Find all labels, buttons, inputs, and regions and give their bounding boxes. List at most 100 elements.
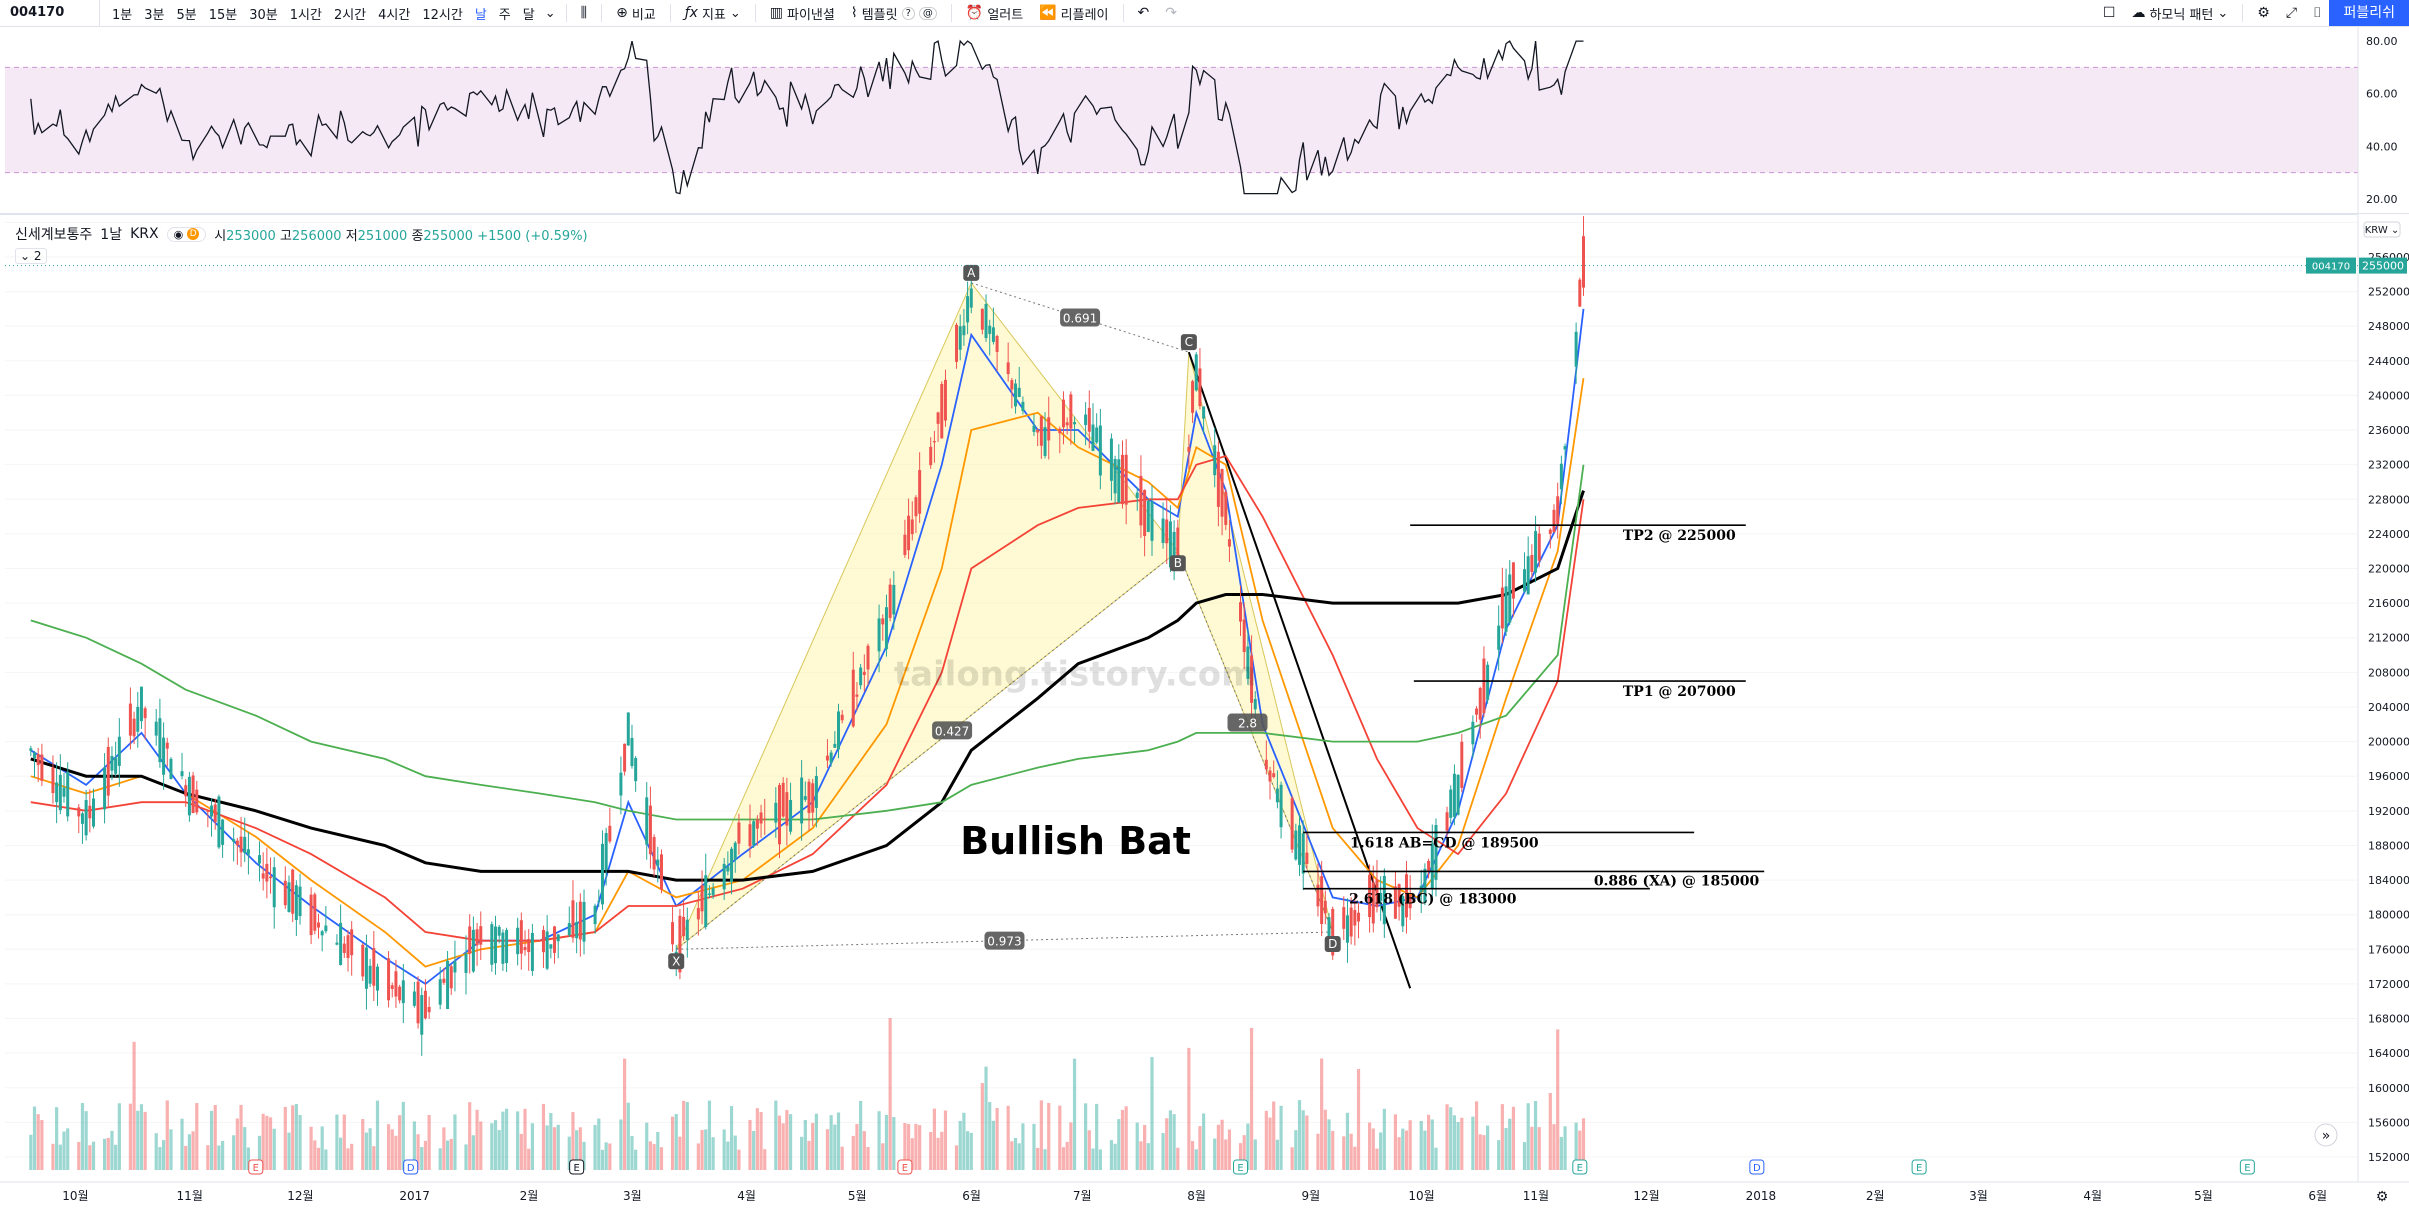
timeframe-4시간[interactable]: 4시간 — [378, 7, 411, 23]
volume-bar — [1165, 1118, 1169, 1170]
timeframe-날[interactable]: 날 — [474, 7, 487, 23]
chart-type-button[interactable]: ⫼ — [573, 5, 595, 21]
candle-body — [206, 810, 210, 812]
axes: 152000 156000 160000 164000 168000 172000 1760… — [0, 27, 2409, 1209]
moving-average-line — [30, 308, 1585, 986]
candle-body — [545, 931, 549, 969]
volume-bar — [1530, 1126, 1534, 1170]
candle-body — [401, 980, 405, 1004]
volume-bars — [29, 1018, 1586, 1170]
chart-canvas[interactable]: 20.00 40.00 60.00 80.00 TP2 @ 225000 TP1 @ 2… — [0, 27, 2409, 1209]
volume-bar — [442, 1127, 446, 1170]
timeframe-2시간[interactable]: 2시간 — [333, 7, 367, 23]
volume-bar — [427, 1114, 431, 1170]
timeframe-1시간[interactable]: 1시간 — [289, 7, 322, 23]
candle-body — [903, 534, 907, 555]
candle-body — [648, 805, 652, 855]
candle-body — [1434, 825, 1438, 880]
volume-bar — [66, 1128, 70, 1170]
candle-body — [707, 893, 711, 895]
layout-button[interactable]: ☐ — [2095, 5, 2124, 21]
volume-bar — [475, 1109, 479, 1170]
symbol-tag — [2306, 257, 2356, 274]
volume-bar — [320, 1126, 324, 1170]
templates-button[interactable]: ⌇ 템플릿? @ — [843, 4, 945, 23]
volume-bar — [1478, 1134, 1482, 1170]
candle-body — [103, 767, 107, 810]
ratio-label: 0.973 — [987, 935, 1021, 949]
event-marker — [403, 1159, 419, 1175]
timeframe-3분[interactable]: 3분 — [144, 7, 165, 23]
symbol-name[interactable]: 신세계보통주 — [15, 227, 93, 243]
volume-bar — [803, 1119, 807, 1170]
candles-icon: ⫼ — [580, 5, 588, 21]
candle-body — [1397, 884, 1401, 907]
timeframe-12시간[interactable]: 12시간 — [422, 7, 463, 23]
candle-body — [1220, 469, 1224, 517]
volume-bar — [995, 1108, 999, 1170]
candle-body — [597, 900, 601, 902]
lock-icon: @ — [918, 6, 937, 20]
candle-body — [221, 819, 225, 845]
candle-body — [862, 671, 866, 675]
publish-button[interactable]: 퍼블리쉬 — [2329, 0, 2409, 26]
timeframe-5분[interactable]: 5분 — [176, 7, 197, 23]
volume-bar — [549, 1113, 553, 1170]
candle-body — [1427, 861, 1431, 872]
candle-body — [1168, 521, 1172, 568]
pattern-labels: X A B C D 0.427 0.691 2.8 0.973 Bullish Bat tailon… — [668, 264, 1341, 970]
indicators-button[interactable]: ƒx 지표 ⌄ — [677, 4, 749, 23]
undo-button[interactable]: ↶ — [1130, 5, 1158, 21]
compare-button[interactable]: ⊕ 비교 — [608, 4, 664, 23]
volume-bar — [416, 1134, 420, 1170]
volume-bar — [1301, 1110, 1305, 1170]
event-marker-label: E — [253, 1163, 259, 1174]
volume-bar — [1508, 1118, 1512, 1170]
volume-bar — [836, 1112, 841, 1170]
timeframe-달[interactable]: 달 — [522, 7, 535, 23]
candle-body — [1246, 646, 1250, 679]
time-tick-label: 3월 — [623, 1189, 642, 1203]
target-level-label: 0.886 (XA) @ 185000 — [1594, 873, 1760, 889]
event-marker — [1233, 1159, 1249, 1175]
candle-body — [80, 813, 84, 824]
financials-button[interactable]: ▥ 파이낸셜 — [762, 4, 843, 23]
indicator-collapse-button[interactable]: ⌄ 2 — [15, 248, 47, 264]
replay-button[interactable]: ⏪ 리플레이 — [1031, 4, 1116, 23]
volume-bar — [1246, 1123, 1250, 1170]
timeframe-주[interactable]: 주 — [498, 7, 511, 23]
volume-bar — [51, 1143, 55, 1170]
volume-bar — [84, 1111, 88, 1170]
alert-button[interactable]: ⏰ 얼러트 — [958, 4, 1031, 23]
timeframe-15분[interactable]: 15분 — [208, 7, 238, 23]
candle-body — [1039, 416, 1043, 446]
time-tick-label: 2017 — [399, 1189, 430, 1203]
dropdown-chevron-icon[interactable]: ⌄ — [544, 5, 556, 21]
volume-bar — [1445, 1104, 1449, 1170]
volume-bar — [195, 1103, 199, 1170]
volume-bar — [656, 1132, 660, 1170]
candle-body — [1456, 774, 1460, 815]
timeframe-30분[interactable]: 30분 — [249, 7, 278, 23]
candle-body — [1482, 658, 1486, 713]
candle-body — [1135, 492, 1139, 498]
candle-body — [553, 926, 557, 953]
snapshot-button[interactable]: ⌷ — [2305, 5, 2329, 21]
volume-bar — [648, 1141, 653, 1170]
candle-body — [1511, 562, 1515, 599]
candle-body — [84, 800, 88, 836]
volume-bar — [1353, 1146, 1357, 1170]
fullscreen-button[interactable]: ⤢ — [2278, 5, 2305, 21]
symbol-search[interactable]: 004170 — [0, 0, 100, 26]
candle-body — [1198, 368, 1202, 407]
timeframe-1분[interactable]: 1분 — [112, 7, 133, 23]
settings-button[interactable]: ⚙ — [2249, 5, 2278, 21]
eye-icon: ◉ — [173, 227, 184, 241]
redo-button[interactable]: ↷ — [1157, 5, 1185, 21]
time-tick-label: 6월 — [962, 1189, 981, 1203]
candle-body — [1290, 798, 1294, 850]
legend-eye-pill[interactable]: ◉ D — [166, 226, 207, 242]
volume-bar — [759, 1111, 763, 1170]
harmonic-pattern-button[interactable]: ☁ 하모닉 패턴 ⌄ — [2123, 4, 2236, 23]
price-tick-label: 248000 — [2368, 320, 2409, 333]
